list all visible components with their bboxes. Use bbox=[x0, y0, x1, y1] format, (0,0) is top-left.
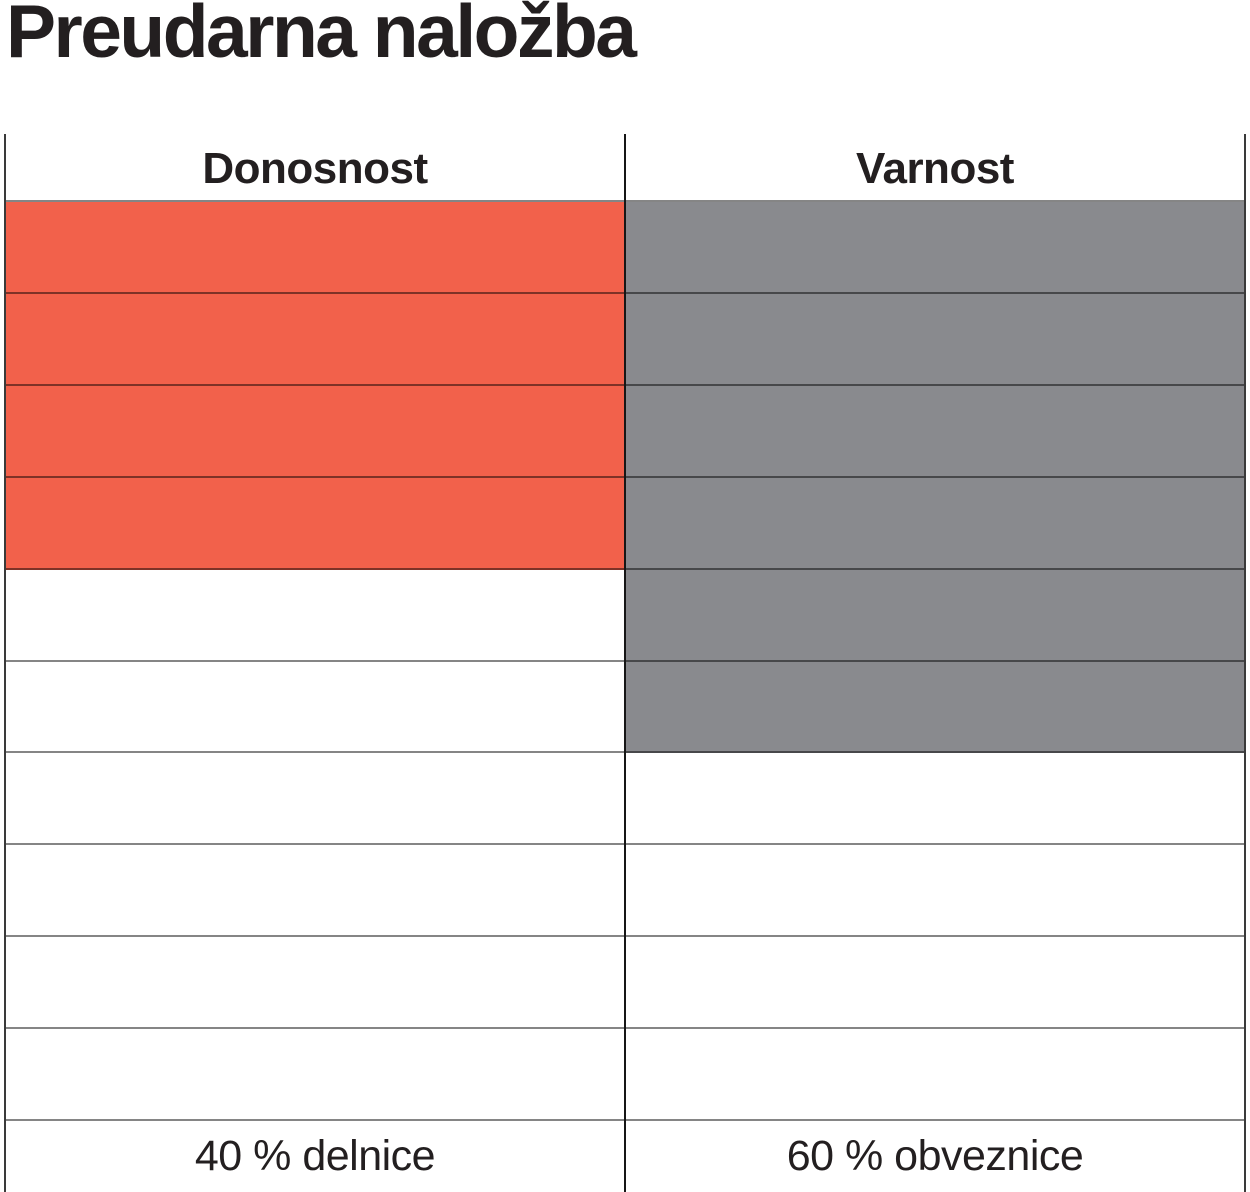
rating-cell bbox=[626, 937, 1244, 1030]
rating-cell bbox=[6, 937, 624, 1030]
rating-table: Donosnost 40 % delnice Varnost 60 % obve… bbox=[4, 134, 1246, 1192]
rating-cell bbox=[626, 1029, 1244, 1122]
rating-cell bbox=[6, 385, 624, 478]
rating-cell bbox=[6, 845, 624, 938]
rating-cell bbox=[6, 661, 624, 754]
rating-cell bbox=[626, 661, 1244, 754]
rating-cell bbox=[626, 477, 1244, 570]
rating-cell bbox=[626, 385, 1244, 478]
rating-cell bbox=[626, 202, 1244, 294]
rating-cell bbox=[626, 845, 1244, 938]
rating-cell bbox=[626, 753, 1244, 846]
column-donosnost: Donosnost 40 % delnice bbox=[6, 134, 624, 1192]
column-header-varnost: Varnost bbox=[626, 134, 1244, 202]
page-title: Preudarna naložba bbox=[6, 0, 637, 73]
footer-label-delnice: 40 % delnice bbox=[194, 1132, 436, 1180]
rating-cell bbox=[6, 202, 624, 294]
rating-cell bbox=[6, 569, 624, 662]
footer-label-obveznice: 60 % obveznice bbox=[786, 1132, 1084, 1180]
varnost-cells bbox=[626, 202, 1244, 1122]
column-varnost: Varnost 60 % obveznice bbox=[624, 134, 1244, 1192]
rating-cell bbox=[6, 293, 624, 386]
rating-cell bbox=[6, 477, 624, 570]
rating-cell bbox=[6, 1029, 624, 1122]
rating-cell bbox=[626, 293, 1244, 386]
column-header-donosnost: Donosnost bbox=[6, 134, 624, 202]
rating-cell bbox=[626, 569, 1244, 662]
rating-cell bbox=[6, 753, 624, 846]
donosnost-cells bbox=[6, 202, 624, 1122]
